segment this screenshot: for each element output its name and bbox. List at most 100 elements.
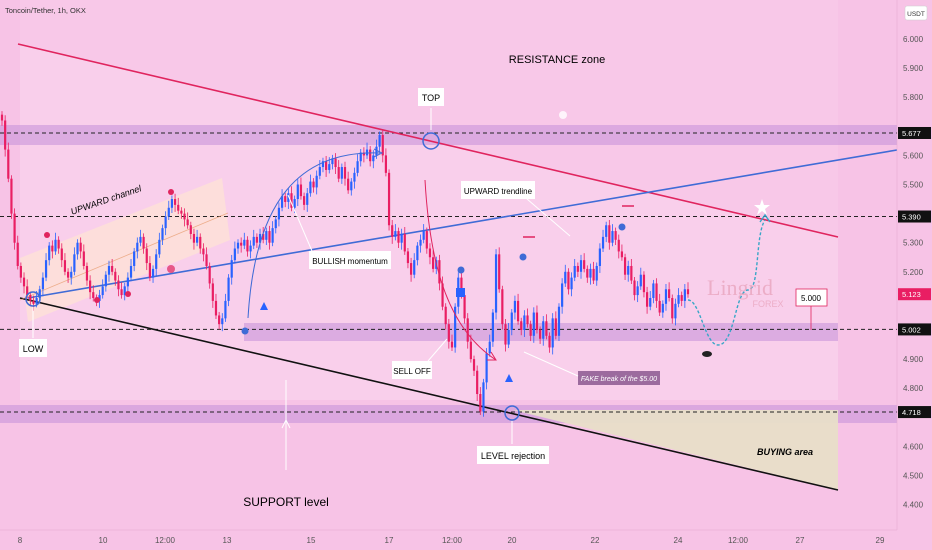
candle-body [397, 231, 400, 243]
candle-body [488, 341, 491, 354]
upward-trendline[interactable] [27, 149, 898, 299]
candle-body [274, 219, 277, 229]
candle-body [450, 341, 454, 348]
candle-body [444, 306, 447, 325]
candle-body [155, 254, 158, 269]
price-badge-label: 5.123 [902, 290, 921, 299]
candle-body [73, 254, 76, 272]
candle-body [312, 181, 315, 188]
candle-body [26, 286, 29, 296]
candle-body [230, 260, 233, 278]
price-badge-label: 5.677 [902, 129, 921, 138]
sell-off-label: SELL OFF [393, 367, 431, 376]
currency-badge[interactable] [904, 5, 928, 21]
fake-break-pointer [523, 351, 579, 377]
candle-body [296, 184, 299, 200]
level-rejection-box [477, 446, 549, 464]
x-tick-label: 13 [223, 536, 232, 545]
candle-body [151, 268, 155, 278]
resistance-area [20, 0, 838, 237]
time-axis-ticks: 8 10 12:00 13 15 17 12:00 20 22 24 12:00 27 29 [18, 536, 885, 545]
candle-body [539, 330, 542, 339]
x-tick-label: 20 [508, 536, 517, 545]
candle-body [265, 231, 268, 240]
candle-body [22, 277, 26, 287]
level-rejection-marker[interactable] [504, 405, 520, 421]
support-line[interactable] [19, 297, 839, 491]
candle-body [92, 292, 95, 298]
price-badge-label: 5.002 [902, 325, 921, 334]
x-tick-label: 10 [99, 536, 108, 545]
candle-body [243, 239, 246, 246]
candle-body [479, 394, 482, 412]
candle-body [252, 236, 255, 246]
candle-body [359, 152, 362, 162]
candle-body [268, 231, 271, 243]
candle-body [561, 283, 564, 307]
candle-body [498, 254, 501, 290]
bullish-momentum-box [309, 251, 391, 269]
candle-body [671, 297, 674, 319]
candle-body [548, 335, 551, 348]
channel-dot [168, 189, 174, 195]
candle-body [51, 245, 54, 252]
candle-body [438, 260, 441, 284]
channel-dot [125, 291, 131, 297]
candle-body [107, 265, 111, 275]
top-marker[interactable] [422, 132, 440, 150]
candle-body [384, 155, 388, 173]
candle-body [583, 260, 586, 269]
candle-body [117, 280, 120, 290]
trendline-dot [519, 253, 527, 261]
candle-body [601, 236, 605, 249]
trendline-dot [618, 223, 626, 231]
candle-body [343, 167, 347, 179]
candle-body [469, 341, 472, 360]
rocket-icon [260, 302, 268, 310]
candle-body [136, 242, 139, 252]
low-marker[interactable] [25, 291, 41, 307]
buying-area-region [513, 410, 838, 490]
candle-body [258, 233, 262, 243]
candle-body [520, 321, 523, 330]
candle-body [85, 265, 89, 281]
candle-body [66, 271, 70, 278]
candle-body [208, 265, 211, 284]
price-axis[interactable] [897, 0, 932, 550]
snail-icon [167, 265, 175, 273]
candle-body [4, 120, 7, 150]
candle-body [387, 172, 391, 226]
candle-body [592, 268, 595, 281]
low-label-box [19, 339, 47, 357]
candle-body [76, 242, 79, 255]
candle-body [170, 199, 174, 208]
candle-body [441, 283, 444, 307]
time-axis[interactable] [0, 530, 932, 550]
watermark-name: Lingrid [707, 275, 773, 300]
y-tick-label: 4.800 [903, 384, 924, 393]
candle-body [19, 265, 22, 278]
candle-body [205, 254, 208, 266]
low-label: LOW [23, 344, 44, 354]
candle-body [70, 271, 73, 278]
upward-trendline-box [461, 181, 535, 199]
candle-body [139, 236, 142, 243]
y-tick-label: 5.800 [903, 93, 924, 102]
candle-body [639, 274, 642, 287]
candle-body [321, 161, 325, 168]
support-level-label: SUPPORT level [243, 495, 329, 509]
candle-body [677, 295, 680, 304]
candle-body [302, 196, 306, 205]
candlesticks [0, 111, 690, 417]
price-badge [898, 406, 931, 419]
candle-body [614, 231, 617, 240]
candle-body [655, 283, 658, 301]
resistance-line[interactable] [17, 43, 839, 238]
candle-body [595, 265, 598, 281]
candle-body [218, 315, 221, 325]
candle-body [196, 236, 199, 243]
candle-body [7, 149, 10, 179]
candle-body [579, 260, 583, 272]
candle-body [491, 312, 494, 342]
